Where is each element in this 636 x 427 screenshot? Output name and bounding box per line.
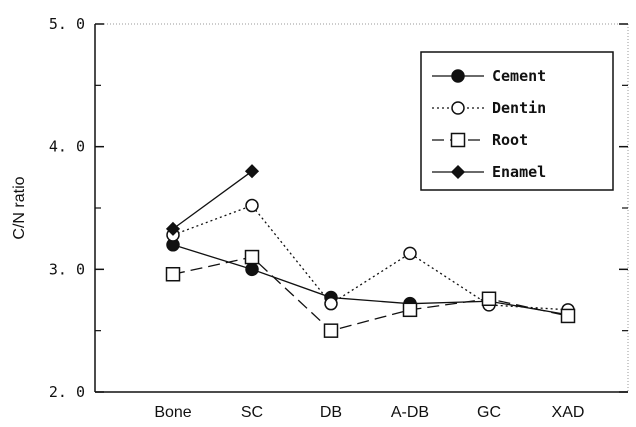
x-tick-label: XAD — [552, 404, 585, 421]
data-point-enamel — [244, 164, 260, 179]
legend-marker-root — [450, 132, 466, 148]
y-tick-label: 5. 0 — [49, 15, 85, 33]
data-point-cement — [245, 262, 259, 277]
legend-item-dentin: Dentin — [432, 99, 546, 117]
y-axis-title: C/N ratio — [11, 176, 28, 239]
data-point-root — [481, 291, 497, 307]
series-dentin — [172, 204, 569, 311]
data-point-enamel — [165, 221, 181, 236]
series-markers-root — [165, 249, 576, 338]
legend-marker-enamel — [450, 164, 466, 180]
data-point-dentin — [245, 198, 259, 213]
x-tick-label: Bone — [154, 404, 191, 421]
data-point-dentin — [403, 246, 417, 261]
series-line-dentin — [172, 204, 569, 311]
series-enamel — [172, 170, 253, 230]
series-line-root — [172, 256, 569, 332]
series-cement — [172, 244, 569, 316]
series-markers-enamel — [165, 164, 260, 236]
legend-label-dentin: Dentin — [492, 99, 546, 117]
x-tick-label: A-DB — [391, 404, 429, 421]
x-tick-label: DB — [320, 404, 342, 421]
y-tick-label: 4. 0 — [49, 138, 85, 156]
series-layer — [165, 164, 576, 338]
y-tick-label: 3. 0 — [49, 260, 85, 278]
legend-marker-cement — [451, 69, 465, 83]
x-tick-label: SC — [241, 404, 263, 421]
legend-item-enamel: Enamel — [432, 163, 546, 181]
y-tick-label: 2. 0 — [49, 383, 85, 401]
data-point-root — [323, 323, 339, 338]
legend-item-root: Root — [432, 131, 528, 149]
x-axis-labels: Bone SC DB A-DB GC XAD — [154, 404, 584, 421]
legend-label-cement: Cement — [492, 67, 546, 85]
series-markers-dentin — [166, 198, 575, 317]
legend-label-root: Root — [492, 131, 528, 149]
series-root — [172, 256, 569, 332]
data-point-root — [244, 249, 260, 265]
y-axis-ticks: 2. 0 3. 0 4. 0 5. 0 — [49, 15, 628, 401]
series-line-cement — [172, 244, 569, 316]
legend: Cement Dentin Root Enamel — [420, 51, 614, 191]
legend-label-enamel: Enamel — [492, 163, 546, 181]
legend-items: Cement Dentin Root Enamel — [432, 67, 546, 181]
legend-marker-dentin — [451, 101, 465, 115]
legend-item-cement: Cement — [432, 67, 546, 85]
series-markers-cement — [166, 238, 575, 322]
data-point-root — [165, 266, 181, 282]
data-point-root — [560, 308, 576, 324]
x-tick-label: GC — [477, 404, 501, 421]
data-point-root — [402, 302, 418, 318]
series-line-enamel — [172, 170, 253, 230]
data-point-dentin — [324, 296, 338, 311]
